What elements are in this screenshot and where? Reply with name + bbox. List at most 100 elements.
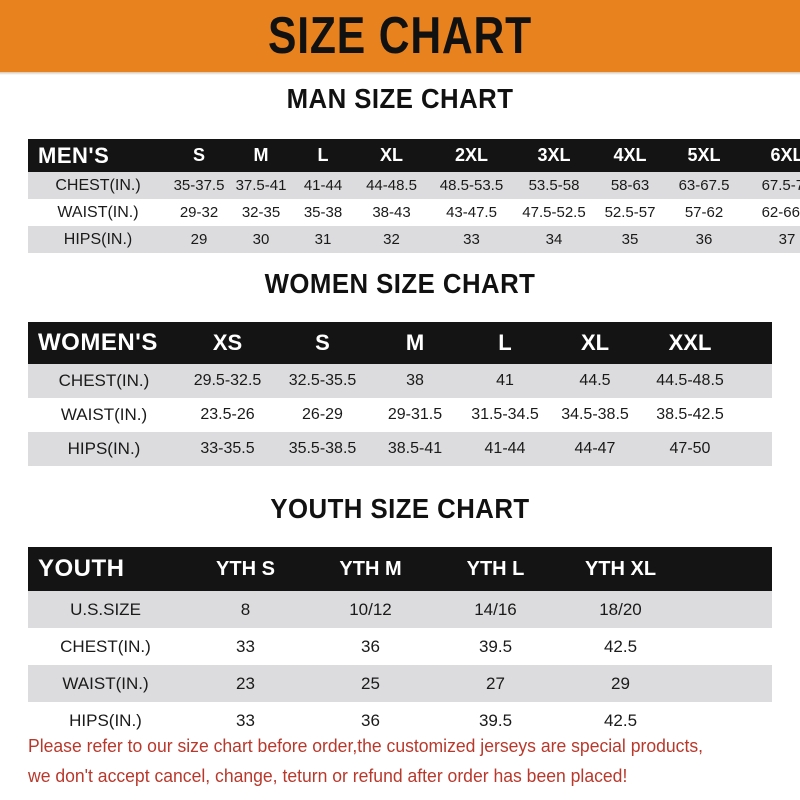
women-chest-xs: 29.5-32.5 — [193, 372, 262, 389]
page-banner: SIZE CHART — [0, 0, 800, 72]
women-size-header-xxl: XXL — [668, 330, 712, 355]
men-size-header-s: S — [192, 145, 205, 165]
men-chest-s: 35-37.5 — [173, 177, 225, 194]
table-row: U.S.SIZE 8 10/12 14/16 18/20 — [28, 591, 772, 628]
youth-size-header-l: YTH L — [466, 557, 525, 580]
order-policy-note: Please refer to our size chart before or… — [28, 731, 739, 791]
men-size-header-5xl: 5XL — [687, 145, 721, 165]
youth-hips-l: 39.5 — [478, 710, 513, 730]
men-waist-m: 32-35 — [241, 204, 281, 221]
men-hips-6xl: 37 — [778, 231, 796, 248]
women-chest-m: 38 — [406, 372, 424, 389]
youth-row-label-waist: WAIST(IN.) — [62, 673, 149, 693]
men-chest-xl: 44-48.5 — [366, 177, 417, 194]
banner-shadow-divider — [0, 72, 800, 75]
women-waist-l: 31.5-34.5 — [471, 406, 539, 423]
table-row: HIPS(IN.) 29 30 31 32 33 34 35 36 37 — [28, 226, 800, 253]
women-hips-m: 38.5-41 — [387, 440, 443, 457]
table-row: WAIST(IN.) 23 25 27 29 — [28, 665, 772, 702]
youth-row-spacer — [683, 591, 772, 628]
table-row: CHEST(IN.) 35-37.5 37.5-41 41-44 44-48.5… — [28, 172, 800, 199]
youth-hips-s: 33 — [236, 710, 255, 730]
youth-size-header-xl: YTH XL — [584, 557, 657, 580]
youth-size-table: YOUTH YTH S YTH M YTH L YTH XL U.S.SIZE … — [28, 547, 772, 739]
men-row-label-chest: CHEST(IN.) — [55, 176, 141, 194]
women-chest-xxl: 44.5-48.5 — [656, 372, 724, 389]
order-policy-note-line-2: we don't accept cancel, change, teturn o… — [28, 765, 628, 786]
women-chest-l: 41 — [496, 372, 514, 389]
women-label-header: WOMEN'S — [38, 329, 158, 356]
table-row: CHEST(IN.) 33 36 39.5 42.5 — [28, 628, 772, 665]
men-chest-2xl: 48.5-53.5 — [439, 177, 504, 194]
youth-ussize-s: 8 — [240, 599, 251, 619]
women-row-spacer — [740, 432, 772, 466]
men-size-header-l: L — [317, 145, 329, 165]
youth-row-label-chest: CHEST(IN.) — [60, 636, 151, 656]
men-chest-5xl: 63-67.5 — [678, 177, 730, 194]
women-row-label-chest: CHEST(IN.) — [58, 371, 150, 390]
youth-chest-m: 36 — [361, 636, 380, 656]
men-hips-2xl: 33 — [463, 231, 480, 248]
men-waist-3xl: 47.5-52.5 — [522, 204, 586, 221]
youth-chest-s: 33 — [236, 636, 255, 656]
men-hips-3xl: 34 — [545, 231, 563, 248]
youth-ussize-xl: 18/20 — [599, 599, 642, 619]
women-size-header-l: L — [498, 330, 512, 355]
women-header-spacer — [740, 322, 772, 364]
men-hips-l: 31 — [314, 231, 332, 248]
section-title-women: WOMEN SIZE CHART — [264, 268, 536, 299]
table-row: HIPS(IN.) 33-35.5 35.5-38.5 38.5-41 41-4… — [28, 432, 772, 466]
men-chest-4xl: 58-63 — [610, 177, 650, 194]
youth-row-label-us-size: U.S.SIZE — [70, 599, 141, 619]
men-waist-xl: 38-43 — [372, 204, 411, 221]
youth-ussize-l: 14/16 — [474, 599, 517, 619]
men-chest-3xl: 53.5-58 — [528, 177, 580, 194]
youth-hips-m: 36 — [361, 710, 380, 730]
men-chest-l: 41-44 — [303, 177, 343, 194]
women-chest-xl: 44.5 — [579, 372, 611, 389]
table-row: CHEST(IN.) 29.5-32.5 32.5-35.5 38 41 44.… — [28, 364, 772, 398]
youth-ussize-m: 10/12 — [349, 599, 392, 619]
women-row-label-waist: WAIST(IN.) — [60, 405, 148, 424]
table-row: WAIST(IN.) 29-32 32-35 35-38 38-43 43-47… — [28, 199, 800, 226]
women-size-header-xs: XS — [212, 330, 243, 355]
women-size-header-s: S — [315, 330, 330, 355]
women-hips-s: 35.5-38.5 — [288, 440, 357, 457]
men-waist-5xl: 57-62 — [684, 204, 724, 221]
men-size-header-4xl: 4XL — [613, 145, 647, 165]
men-waist-4xl: 52.5-57 — [604, 204, 656, 221]
men-row-label-hips: HIPS(IN.) — [63, 230, 133, 248]
women-waist-m: 29-31.5 — [387, 406, 443, 423]
men-hips-xl: 32 — [383, 231, 400, 248]
youth-waist-m: 25 — [361, 673, 380, 693]
youth-hips-xl: 42.5 — [603, 710, 638, 730]
youth-size-header-m: YTH M — [339, 557, 402, 580]
women-waist-s: 26-29 — [302, 406, 343, 423]
youth-label-header: YOUTH — [38, 555, 125, 582]
women-table-header-row: WOMEN'S XS S M L XL XXL — [28, 322, 772, 364]
youth-chest-l: 39.5 — [478, 636, 513, 656]
men-row-label-waist: WAIST(IN.) — [57, 203, 139, 221]
youth-table-header-row: YOUTH YTH S YTH M YTH L YTH XL — [28, 547, 772, 591]
men-waist-s: 29-32 — [179, 204, 219, 221]
women-waist-xl: 34.5-38.5 — [561, 406, 629, 423]
women-hips-xs: 33-35.5 — [200, 440, 255, 457]
youth-waist-l: 27 — [486, 673, 505, 693]
men-hips-4xl: 35 — [621, 231, 639, 248]
men-chest-m: 37.5-41 — [235, 177, 287, 194]
youth-size-header-s: YTH S — [216, 557, 275, 580]
table-row: WAIST(IN.) 23.5-26 26-29 29-31.5 31.5-34… — [28, 398, 772, 432]
women-size-header-m: M — [405, 330, 425, 355]
page-title: SIZE CHART — [267, 7, 533, 65]
women-waist-xs: 23.5-26 — [200, 406, 255, 423]
men-size-header-3xl: 3XL — [537, 145, 571, 165]
women-row-spacer — [740, 364, 772, 398]
women-hips-l: 41-44 — [484, 440, 526, 457]
women-hips-xxl: 47-50 — [669, 440, 711, 457]
men-label-header: MEN'S — [38, 142, 110, 168]
men-waist-6xl: 62-66.5 — [761, 204, 800, 221]
women-row-spacer — [740, 398, 772, 432]
youth-chest-xl: 42.5 — [603, 636, 638, 656]
section-title-man: MAN SIZE CHART — [286, 83, 514, 114]
men-size-header-m: M — [253, 145, 269, 165]
